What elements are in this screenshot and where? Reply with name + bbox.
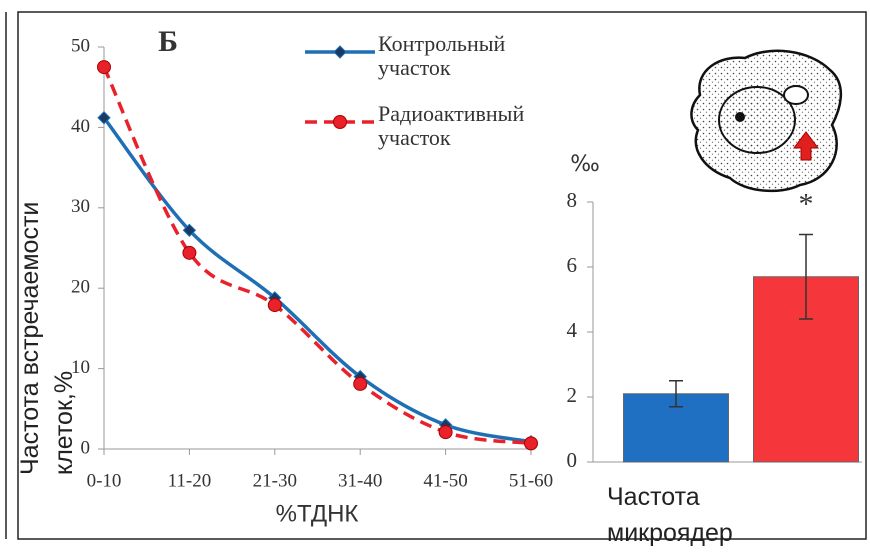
error-bar [799,233,813,320]
marker [353,376,368,391]
x-tick-label: 0-10 [87,470,122,491]
marker [182,245,197,260]
marker [524,436,538,451]
x-tick-label: 51-60 [509,470,553,491]
legend-label: Контрольный участок [378,31,506,80]
y-tick-label: 4 [567,318,578,342]
y-tick-label: 40 [71,116,90,137]
frame [17,11,867,540]
bar-x-label: Частота микроядер [607,483,733,547]
series-line [102,116,532,444]
marker [267,298,282,313]
legend-label: Радиоактивный участок [378,101,525,150]
marker [333,45,347,59]
y-tick-label: 0 [81,437,91,458]
marker [438,425,453,440]
annotation: * [799,187,814,220]
panel-label: Б [158,25,178,58]
y-tick-label: 0 [567,448,578,472]
marker [333,115,347,129]
y-tick-label: 20 [71,277,90,298]
marker [97,60,111,75]
y-tick-label: 10 [71,357,90,378]
x-tick-label: 21-30 [253,470,297,491]
x-tick-label: 31-40 [338,470,382,491]
x-axis-label: %ТДНК [276,500,359,527]
y-axis-label: Частота встречаемости клеток,% [16,201,78,475]
y-tick-label: 30 [71,196,90,217]
marker [182,223,197,238]
error-bar [669,380,683,408]
x-tick-label: 41-50 [423,470,467,491]
cell-illustration [690,49,843,193]
y-tick-label: 6 [567,253,578,277]
y-unit: ‰ [570,152,600,177]
marker [97,111,111,125]
y-tick-label: 8 [567,188,578,212]
y-tick-label: 50 [71,35,90,56]
x-tick-label: 11-20 [168,470,212,491]
y-tick-label: 2 [567,383,578,407]
